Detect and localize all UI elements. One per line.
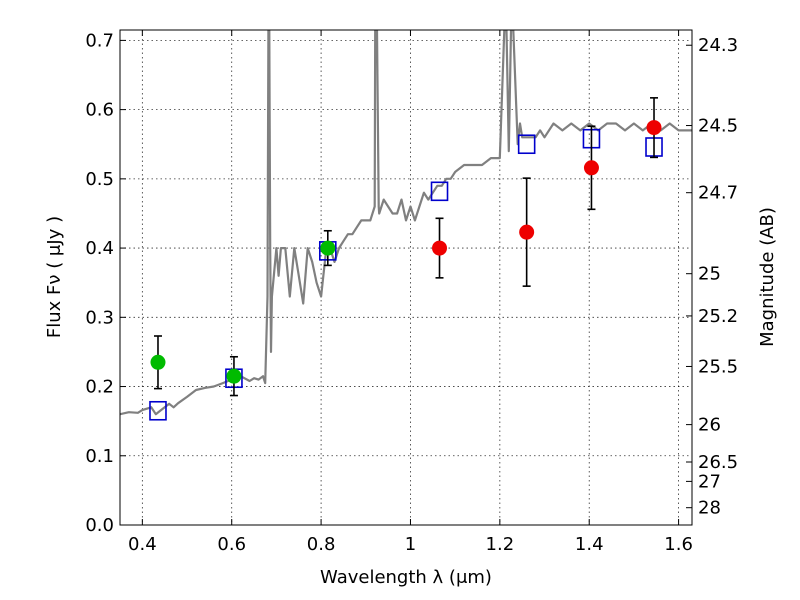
x-axis-title: Wavelength λ (μm) (320, 567, 492, 588)
photometry-point (583, 160, 599, 176)
y-tick-label: 0.0 (85, 515, 114, 536)
photometry-point (646, 120, 662, 136)
photometry-point (226, 368, 242, 384)
x-tick-label: 1.6 (664, 534, 693, 555)
y-tick-label: 0.5 (85, 169, 114, 190)
photometry-point (150, 354, 166, 370)
y2-tick-label: 24.7 (698, 183, 738, 204)
y-tick-label: 0.2 (85, 377, 114, 398)
y-axis-title: Flux Fν ( μJy ) (44, 216, 65, 338)
y2-tick-label: 27 (698, 471, 721, 492)
x-tick-label: 1.2 (486, 534, 515, 555)
model-flux-marker (149, 400, 167, 421)
y2-tick-label: 25.2 (698, 306, 738, 327)
secondary-y-axis: 24.3 24.5 24.7 25 25.2 25.5 26 26.527 28 (686, 35, 738, 519)
y2-tick-label: 26 (698, 415, 721, 436)
y-tick-label: 0.7 (85, 30, 114, 51)
x-tick-label: 0.4 (128, 534, 157, 555)
plot-frame (119, 29, 693, 526)
y2-tick-label: 28 (698, 498, 721, 519)
photometry-point (519, 224, 535, 240)
x-tick-label: 1 (405, 534, 416, 555)
y2-tick-label: 25.5 (698, 356, 738, 377)
y2-tick-label: 25 (698, 264, 721, 285)
y-tick-label: 0.3 (85, 307, 114, 328)
y-axis: 0.0 0.1 0.2 0.3 0.4 0.5 0.6 0.7 (85, 30, 126, 536)
y-tick-label: 0.6 (85, 100, 114, 121)
photometry-point (320, 240, 336, 256)
x-tick-label: 0.8 (307, 534, 336, 555)
y2-tick-label: 24.5 (698, 116, 738, 137)
plot-area (120, 30, 692, 421)
y2-tick-label: 26.5 (698, 452, 738, 473)
x-tick-label: 0.6 (217, 534, 246, 555)
model-spectrum-line (120, 30, 692, 416)
secondary-y-axis-title: Magnitude (AB) (757, 207, 778, 347)
x-tick-label: 1.4 (575, 534, 604, 555)
model-flux-marker (517, 134, 536, 155)
y2-tick-label: 24.3 (698, 35, 738, 56)
photometry-point (432, 240, 448, 256)
x-axis: 0.4 0.6 0.8 1 1.2 1.4 1.6 (128, 30, 693, 555)
y-tick-label: 0.4 (85, 238, 114, 259)
grid (120, 30, 692, 526)
model-flux-marker (430, 181, 449, 202)
y-tick-label: 0.1 (85, 446, 114, 467)
